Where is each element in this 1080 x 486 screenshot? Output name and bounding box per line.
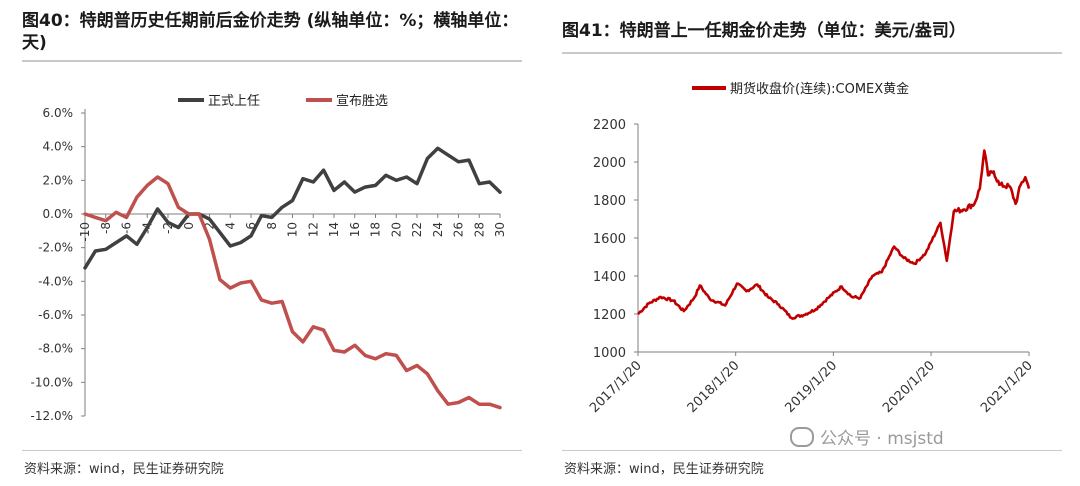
y-tick-label: 6.0% — [43, 106, 74, 120]
left-source-note: 资料来源：wind，民生证券研究院 — [24, 462, 224, 477]
y-tick-label: -12.0% — [31, 409, 73, 423]
series-line-inauguration — [83, 146, 502, 270]
x-tick-label: -8 — [99, 222, 113, 234]
right-figure-title: 图41：特朗普上一任期金价走势（单位：美元/盎司） — [562, 21, 966, 41]
y-tick-label: 1400 — [593, 270, 626, 285]
left-figure-title: 图40：特朗普历史任期前后金价走势 (纵轴单位：%；横轴单位：天) — [22, 11, 519, 53]
x-tick-label: 26 — [452, 222, 466, 237]
x-tick-label: -10 — [78, 222, 92, 242]
x-tick-label: 6 — [244, 222, 258, 230]
x-tick-label: 12 — [306, 222, 320, 237]
x-tick-label: 2018/1/20 — [685, 358, 743, 416]
y-tick-label: 0.0% — [43, 207, 74, 221]
y-tick-label: -10.0% — [31, 375, 73, 389]
legend-label: 正式上任 — [208, 94, 260, 109]
x-tick-label: 0 — [182, 222, 196, 230]
x-tick-label: 2017/1/20 — [587, 358, 645, 416]
y-tick-label: 1600 — [593, 232, 626, 247]
x-tick-label: 16 — [348, 222, 362, 237]
x-tick-label: 4 — [223, 222, 237, 230]
x-tick-label: 22 — [410, 222, 424, 237]
x-tick-label: 2019/1/20 — [782, 358, 840, 416]
left-line-chart: 6.0% 4.0% 2.0% 0.0% -2.0% -4.0% -6.0% -8.0% -10.… — [31, 93, 507, 423]
right-chart-panel: 图41：特朗普上一任期金价走势（单位：美元/盎司） 2200 2000 1800 16… — [540, 0, 1080, 486]
watermark-text: 公众号 · msjstd — [820, 429, 944, 449]
wechat-icon — [790, 427, 814, 447]
series-line-election-win — [83, 175, 502, 410]
x-tick-label: -6 — [120, 222, 134, 234]
x-tick-label: 24 — [431, 222, 445, 237]
legend-label: 宣布胜选 — [336, 93, 388, 109]
y-tick-label: 1200 — [593, 308, 626, 323]
x-tick-label: 18 — [369, 222, 383, 237]
y-tick-label: 1800 — [593, 194, 626, 209]
legend-label: 期货收盘价(连续):COMEX黄金 — [730, 81, 909, 97]
left-source-divider — [22, 450, 522, 451]
y-tick-label: 2200 — [593, 118, 626, 133]
x-tick-label: 20 — [389, 222, 403, 237]
x-tick-label: 30 — [493, 222, 507, 237]
y-tick-label: -4.0% — [38, 274, 73, 288]
x-tick-label: 28 — [472, 222, 486, 237]
right-title-divider — [562, 52, 1062, 54]
right-source-note: 资料来源：wind，民生证券研究院 — [564, 462, 764, 477]
x-tick-label: 2020/1/20 — [880, 358, 938, 416]
x-tick-label: -2 — [161, 222, 175, 234]
x-tick-label: 10 — [286, 222, 300, 237]
left-title-divider — [22, 60, 522, 62]
x-tick-label: 2 — [203, 222, 217, 230]
right-source-divider — [562, 450, 1062, 451]
x-tick-label: 8 — [265, 222, 279, 230]
y-tick-label: 4.0% — [43, 140, 74, 154]
left-chart-panel: 图40：特朗普历史任期前后金价走势 (纵轴单位：%；横轴单位：天) 6.0% 4.… — [0, 0, 530, 486]
watermark: 公众号 · msjstd — [790, 424, 944, 449]
y-tick-label: 1000 — [593, 346, 626, 361]
y-tick-label: -2.0% — [38, 241, 73, 255]
y-tick-label: -8.0% — [38, 342, 73, 356]
x-tick-label: 2021/1/20 — [978, 358, 1036, 416]
y-tick-label: 2.0% — [43, 173, 74, 187]
x-tick-label: 14 — [327, 222, 341, 237]
series-line-comex-gold — [637, 149, 1031, 321]
y-tick-label: -6.0% — [38, 308, 73, 322]
y-tick-label: 2000 — [593, 156, 626, 171]
